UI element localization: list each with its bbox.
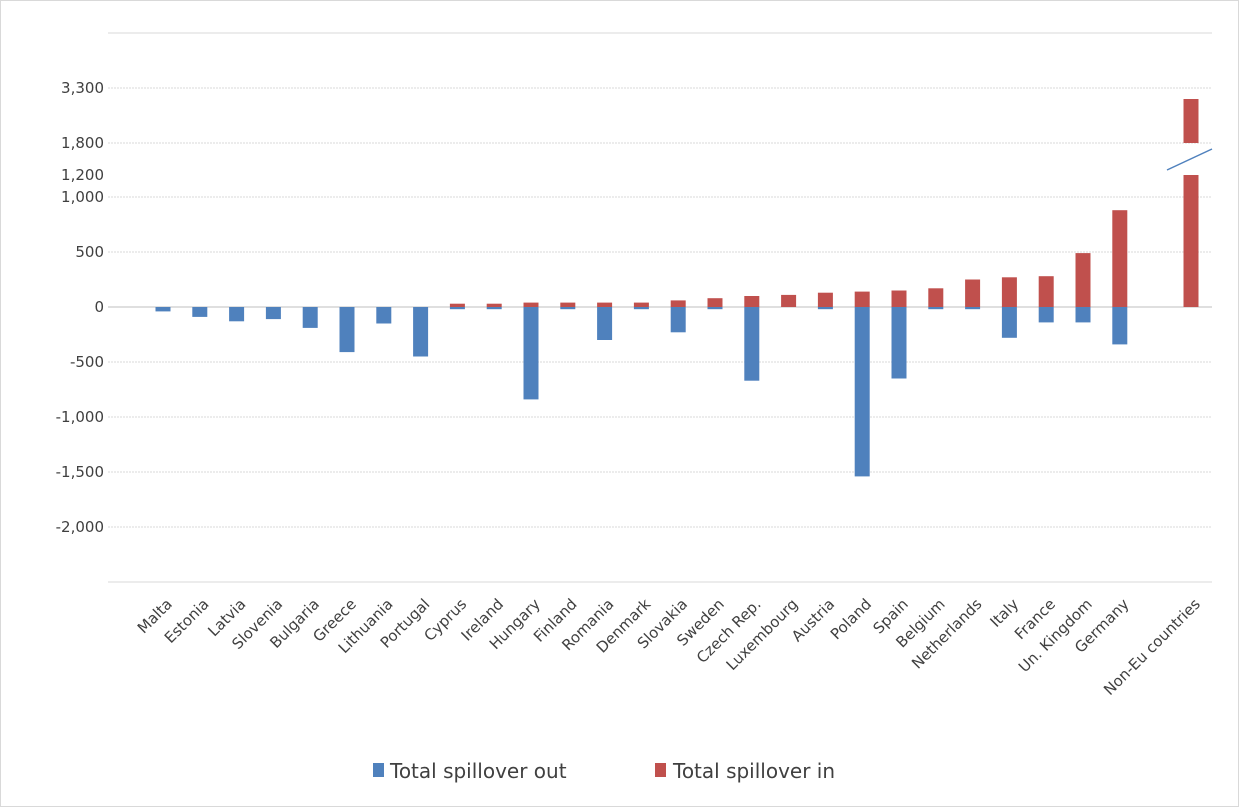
bar-spillover-in — [597, 302, 613, 307]
bar-spillover-out — [670, 307, 686, 333]
bar-spillover-out — [229, 307, 245, 322]
y-tick-label: -500 — [70, 353, 104, 371]
x-axis-categories: MaltaEstoniaLatviaSloveniaBulgariaGreece… — [134, 595, 1204, 699]
bars — [155, 99, 1199, 477]
bar-spillover-out — [1038, 307, 1054, 323]
bar-spillover-out — [449, 307, 465, 310]
bar-spillover-out — [707, 307, 723, 310]
bar-spillover-out — [192, 307, 208, 317]
y-tick-label: 0 — [94, 298, 104, 316]
y-tick-label: 500 — [75, 243, 104, 261]
legend-label-in: Total spillover in — [672, 759, 835, 783]
legend-swatch-in — [655, 763, 666, 777]
bar-spillover-in — [965, 279, 981, 307]
bar-spillover-out — [1001, 307, 1017, 338]
bar-spillover-out — [965, 307, 981, 310]
bar-spillover-out — [744, 307, 760, 381]
bar-spillover-out — [928, 307, 944, 310]
bar-spillover-out — [891, 307, 907, 379]
bar-spillover-in — [891, 290, 907, 307]
bar-spillover-in — [560, 302, 576, 307]
category-label: Poland — [827, 595, 875, 643]
y-tick-label: -1,500 — [56, 463, 104, 481]
bar-spillover-out — [523, 307, 539, 400]
y-tick-label: 1,200 — [61, 166, 104, 184]
legend: Total spillover out Total spillover in — [373, 759, 835, 783]
bar-spillover-out — [1112, 307, 1128, 345]
bar-spillover-in — [854, 291, 870, 307]
y-tick-label: 1,000 — [61, 188, 104, 206]
bar-spillover-out — [560, 307, 576, 310]
bar-spillover-in — [633, 302, 649, 307]
bar-spillover-out — [633, 307, 649, 310]
bar-spillover-out — [486, 307, 502, 310]
y-tick-label: 1,800 — [61, 134, 104, 152]
y-tick-label: -2,000 — [56, 518, 104, 536]
bar-spillover-out — [1075, 307, 1091, 323]
bar-spillover-out — [339, 307, 355, 353]
bar-spillover-in — [817, 292, 833, 307]
bar-spillover-in — [928, 288, 944, 307]
bar-spillover-in — [707, 298, 723, 307]
bar-spillover-out — [155, 307, 171, 312]
y-axis-ticks: 3,300 1,800 1,200 1,000 500 0 -500 -1,000 -1,500… — [56, 79, 104, 536]
bar-spillover-in — [1001, 277, 1017, 307]
bar-spillover-in — [781, 294, 797, 307]
legend-label-out: Total spillover out — [389, 759, 567, 783]
bar-spillover-out — [376, 307, 392, 324]
bar-spillover-out — [413, 307, 429, 357]
bar-spillover-in — [523, 302, 539, 307]
axis-break-line — [1166, 148, 1213, 171]
bar-spillover-in — [1183, 175, 1199, 307]
bar-spillover-in — [1112, 210, 1128, 307]
bar-spillover-out — [854, 307, 870, 477]
y-tick-label: -1,000 — [56, 408, 104, 426]
bar-spillover-in-upper — [1183, 99, 1199, 143]
bar-spillover-in — [486, 303, 502, 307]
bar-spillover-out — [817, 307, 833, 310]
bar-spillover-in — [1075, 253, 1091, 307]
bar-spillover-in — [1038, 276, 1054, 307]
gridlines — [108, 32, 1212, 583]
bar-spillover-out — [597, 307, 613, 340]
bar-spillover-in — [670, 300, 686, 307]
legend-swatch-out — [373, 763, 384, 777]
bar-spillover-out — [302, 307, 318, 328]
y-tick-label: 3,300 — [61, 79, 104, 97]
bar-spillover-in — [744, 296, 760, 307]
axis-break-marker — [1166, 148, 1213, 171]
bar-spillover-out — [265, 307, 281, 320]
bar-spillover-in — [449, 303, 465, 307]
